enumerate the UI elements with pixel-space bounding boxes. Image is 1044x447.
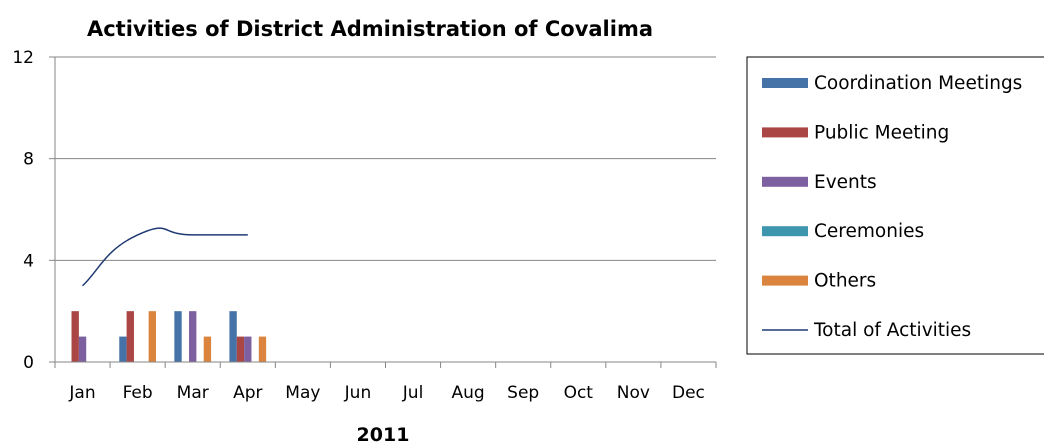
y-tick-label: 0 <box>23 353 34 373</box>
x-tick-label: Jan <box>68 383 95 403</box>
bar <box>126 311 134 362</box>
x-tick-label: Mar <box>177 383 209 403</box>
y-tick-label: 4 <box>23 251 34 271</box>
bars <box>71 311 267 362</box>
legend-label: Others <box>814 271 876 292</box>
gridlines <box>55 56 716 261</box>
x-tick-label: Aug <box>452 383 485 403</box>
chart-title: Activities of District Administration of… <box>87 17 653 41</box>
legend-label: Total of Activities <box>813 320 971 341</box>
bar <box>71 311 79 362</box>
legend-swatch <box>762 127 808 138</box>
legend-label: Ceremonies <box>814 221 924 242</box>
x-tick-label: Oct <box>564 383 594 403</box>
legend-frame <box>746 56 1044 355</box>
legend-label: Coordination Meetings <box>814 73 1022 94</box>
legend-swatch <box>762 78 808 88</box>
legend-swatch <box>762 226 808 237</box>
x-axis-title: 2011 <box>357 424 410 446</box>
legend-swatch <box>762 176 808 187</box>
bar <box>174 311 182 362</box>
y-axis-ticks: 0 4 8 12 <box>12 48 34 373</box>
bar <box>236 336 245 362</box>
bar <box>148 311 156 362</box>
x-tick-label: Jul <box>402 383 424 403</box>
x-tick-label: May <box>285 383 320 403</box>
legend: Coordination Meetings Public Meeting Event… <box>746 56 1044 355</box>
x-tick-label: Feb <box>123 383 153 403</box>
bar <box>119 336 127 362</box>
x-tick-label: Dec <box>672 383 705 403</box>
x-tick-label: Sep <box>507 383 539 403</box>
x-tick-label: Apr <box>233 383 262 403</box>
bar <box>203 336 212 362</box>
legend-label: Public Meeting <box>814 122 949 143</box>
legend-label: Events <box>814 172 877 193</box>
bar <box>244 336 252 362</box>
y-tick-label: 8 <box>23 150 34 170</box>
legend-swatch <box>762 275 808 286</box>
bar <box>258 336 267 362</box>
x-tick-label: Jun <box>344 383 372 403</box>
x-tick-label: Nov <box>617 383 650 403</box>
axes <box>49 56 717 368</box>
bar <box>189 311 197 362</box>
y-tick-label: 12 <box>12 48 34 68</box>
x-axis-ticks: Jan Feb Mar Apr May Jun Jul Aug Sep Oct Nov Dec <box>68 383 704 403</box>
lines <box>82 227 248 287</box>
bar <box>229 311 237 362</box>
series-line <box>82 227 248 287</box>
bar <box>78 336 87 362</box>
